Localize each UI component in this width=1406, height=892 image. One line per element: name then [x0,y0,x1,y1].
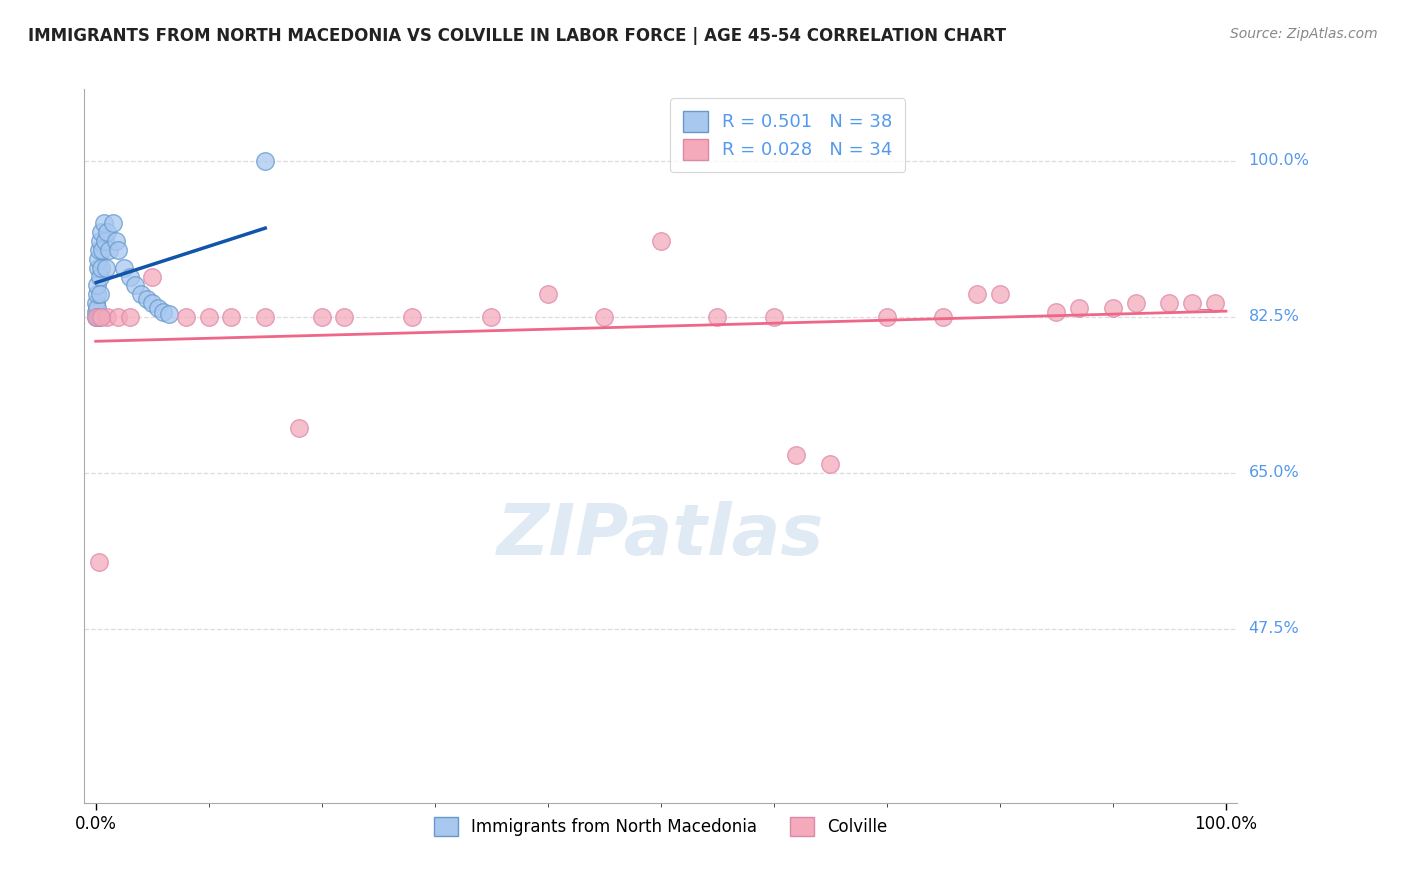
Point [1045,305,1067,319]
Point [1204,296,1226,310]
Point [932,310,955,324]
Point [96,225,118,239]
Point [1067,301,1090,315]
Point [135,292,157,306]
Point [86,310,108,324]
Point [89,269,111,284]
Point [89,234,111,248]
Point [141,269,163,284]
Point [254,310,277,324]
Point [87,260,110,275]
Point [129,287,152,301]
Point [86,310,108,324]
Point [1181,296,1204,310]
Text: Source: ZipAtlas.com: Source: ZipAtlas.com [1230,27,1378,41]
Point [84,310,107,324]
Point [333,310,356,324]
Point [87,252,110,266]
Point [89,287,111,301]
Point [537,287,560,301]
Point [1102,301,1125,315]
Point [118,310,141,324]
Point [401,310,423,324]
Point [90,260,112,275]
Point [87,310,110,324]
Point [90,310,112,324]
Point [197,310,219,324]
Legend: Immigrants from North Macedonia, Colville: Immigrants from North Macedonia, Colvill… [426,808,896,845]
Point [479,310,502,324]
Point [966,287,988,301]
Text: 100.0%: 100.0% [1249,153,1309,168]
Point [84,296,107,310]
Point [124,278,146,293]
Point [107,243,129,257]
Point [91,243,114,257]
Point [146,301,169,315]
Point [107,310,129,324]
Point [650,234,672,248]
Point [112,260,135,275]
Point [174,310,197,324]
Point [988,287,1011,301]
Point [86,278,108,293]
Text: —: — [1198,304,1212,318]
Point [762,310,785,324]
Point [86,287,108,301]
Point [84,310,107,324]
Point [87,310,110,324]
Text: ZIPatlas: ZIPatlas [498,500,824,570]
Point [876,310,898,324]
Point [87,555,110,569]
Point [94,260,117,275]
Point [1159,296,1181,310]
Point [785,448,807,462]
Point [288,421,311,435]
Point [93,216,115,230]
Point [118,269,141,284]
Point [152,305,174,319]
Point [157,307,180,321]
Point [105,234,128,248]
Text: IMMIGRANTS FROM NORTH MACEDONIA VS COLVILLE IN LABOR FORCE | AGE 45-54 CORRELATI: IMMIGRANTS FROM NORTH MACEDONIA VS COLVI… [28,27,1007,45]
Point [87,310,110,324]
Point [706,310,728,324]
Point [87,243,110,257]
Point [96,310,118,324]
Point [141,296,163,310]
Point [101,216,124,230]
Point [820,457,842,471]
Point [98,243,121,257]
Point [254,153,277,168]
Text: 47.5%: 47.5% [1249,622,1299,636]
Point [1125,296,1147,310]
Point [593,310,616,324]
Point [93,234,115,248]
Point [221,310,243,324]
Point [84,305,107,319]
Point [86,301,108,315]
Text: 65.0%: 65.0% [1249,466,1299,480]
Point [311,310,333,324]
Text: 82.5%: 82.5% [1249,310,1299,324]
Point [90,225,112,239]
